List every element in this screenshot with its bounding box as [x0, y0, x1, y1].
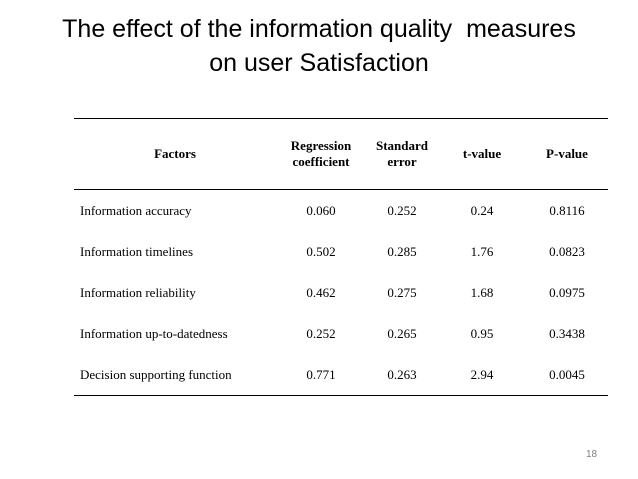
table-row: Decision supporting function 0.771 0.263… — [74, 354, 608, 396]
header-regression-line-2: coefficient — [292, 154, 350, 169]
header-factors: Factors — [154, 146, 196, 161]
std-error-cell: 0.275 — [387, 284, 417, 300]
p-value-cell: 0.0823 — [549, 243, 585, 259]
header-standard-line-1: Standard — [375, 138, 429, 153]
header-regression-line-1: Regression — [290, 138, 352, 153]
slide-title: The effect of the information quality me… — [0, 12, 638, 80]
regression-table-container: Factors Regression coefficient Standard … — [74, 118, 608, 396]
regression-table: Factors Regression coefficient Standard … — [74, 118, 608, 396]
header-regression-coefficient: Regression coefficient — [276, 119, 366, 190]
factor-cell: Information timelines — [80, 243, 194, 259]
p-value-cell: 0.3438 — [549, 325, 585, 341]
factor-cell: Information accuracy — [80, 202, 192, 218]
header-t-value: t-value — [462, 146, 502, 161]
table-row: Information accuracy 0.060 0.252 0.24 0.… — [74, 190, 608, 232]
p-value-cell: 0.0045 — [549, 366, 585, 382]
header-standard-line-2: error — [387, 154, 417, 169]
page-number: 18 — [586, 449, 598, 460]
p-value-cell: 0.8116 — [549, 202, 585, 218]
slide-title-line-1: The effect of the information quality me… — [62, 15, 576, 43]
std-error-cell: 0.252 — [387, 202, 417, 218]
regression-cell: 0.771 — [306, 366, 336, 382]
factor-cell: Information reliability — [80, 284, 196, 300]
t-value-cell: 1.68 — [470, 284, 494, 300]
t-value-cell: 0.24 — [470, 202, 494, 218]
table-header-row: Factors Regression coefficient Standard … — [74, 118, 608, 190]
table-row: Information up-to-datedness 0.252 0.265 … — [74, 313, 608, 354]
t-value-cell: 0.95 — [470, 325, 494, 341]
header-p-value: P-value — [546, 146, 588, 161]
regression-cell: 0.462 — [306, 284, 336, 300]
t-value-cell: 1.76 — [470, 243, 494, 259]
slide-title-line-2: on user Satisfaction — [209, 49, 429, 77]
std-error-cell: 0.285 — [387, 243, 417, 259]
factor-cell: Decision supporting function — [80, 366, 232, 382]
regression-cell: 0.060 — [306, 202, 336, 218]
table-body: Information accuracy 0.060 0.252 0.24 0.… — [74, 190, 608, 396]
std-error-cell: 0.263 — [387, 366, 417, 382]
table-header: Factors Regression coefficient Standard … — [74, 118, 608, 190]
regression-cell: 0.502 — [306, 243, 336, 259]
t-value-cell: 2.94 — [470, 366, 494, 382]
header-standard-error: Standard error — [366, 119, 438, 190]
std-error-cell: 0.265 — [387, 325, 417, 341]
table-row: Information timelines 0.502 0.285 1.76 0… — [74, 231, 608, 272]
regression-cell: 0.252 — [306, 325, 336, 341]
factor-cell: Information up-to-datedness — [80, 325, 228, 341]
p-value-cell: 0.0975 — [549, 284, 585, 300]
table-row: Information reliability 0.462 0.275 1.68… — [74, 272, 608, 313]
